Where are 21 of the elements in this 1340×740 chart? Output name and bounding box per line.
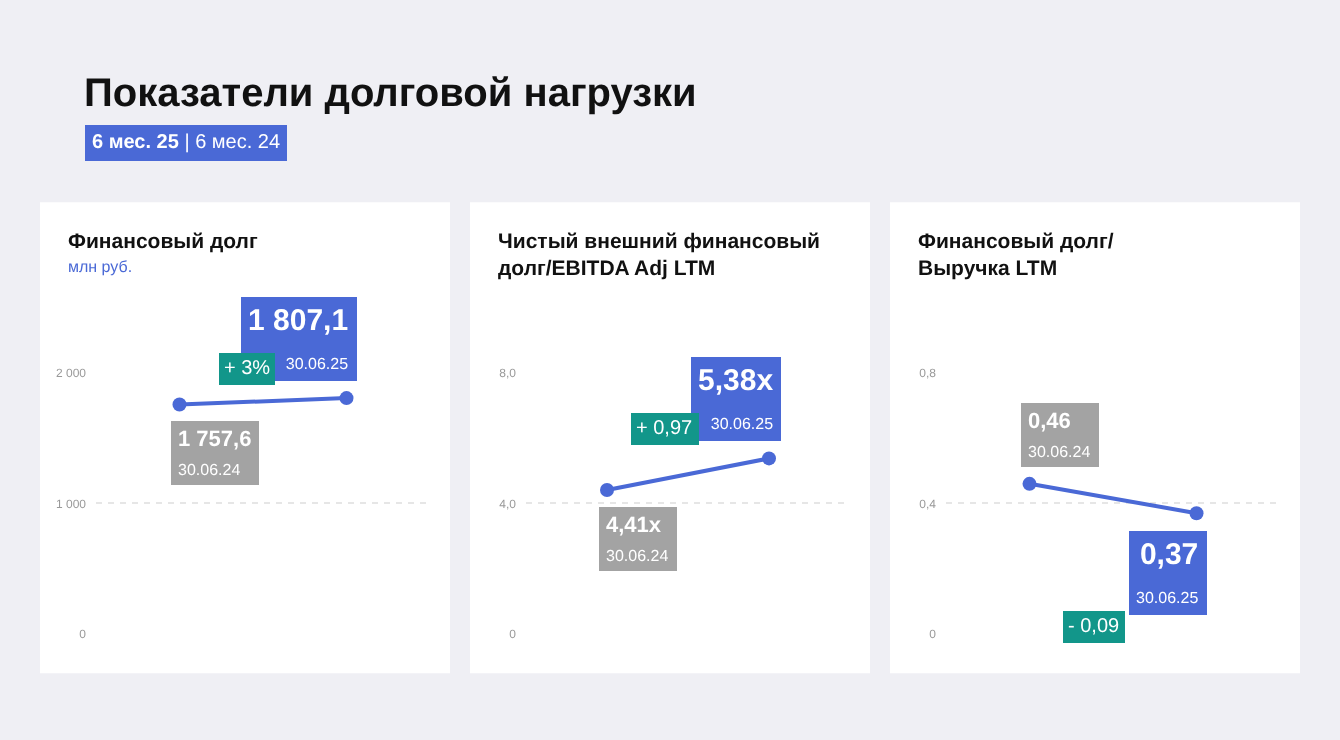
chart-title: Финансовый долг [68, 230, 259, 254]
data-label: 0,37 [1139, 538, 1199, 572]
chart-title: Чистый внешний финансовый долг/EBITDA Adj LTM [498, 230, 821, 282]
annotation: + 0,97 [636, 418, 694, 440]
annotation: + 3% [224, 358, 271, 380]
data-label: 1 807,1 [248, 304, 349, 338]
x-tick-label: 30.06.25 [1136, 589, 1200, 607]
chart-title: Финансовый долг/ Выручка LTM [918, 230, 1114, 282]
x-tick-label: 30.06.25 [285, 355, 350, 373]
chart-subtitle: млн руб. [68, 258, 133, 276]
x-tick-label: 30.06.24 [178, 460, 242, 479]
annotation: - 0,09 [1068, 616, 1121, 638]
x-tick-label: 30.06.24 [1028, 442, 1092, 461]
text: Показатели долговой нагрузки [84, 72, 697, 116]
x-tick-label: 30.06.24 [606, 546, 670, 565]
data-label: 1 757,6 [178, 428, 252, 452]
data-label: 5,38x [698, 364, 775, 398]
data-label: 4,41x [606, 514, 663, 538]
text: 6 мес. 25 | 6 мес. 24 [92, 132, 281, 154]
data-label: 0,46 [1028, 410, 1071, 434]
x-tick-label: 30.06.25 [710, 415, 775, 433]
